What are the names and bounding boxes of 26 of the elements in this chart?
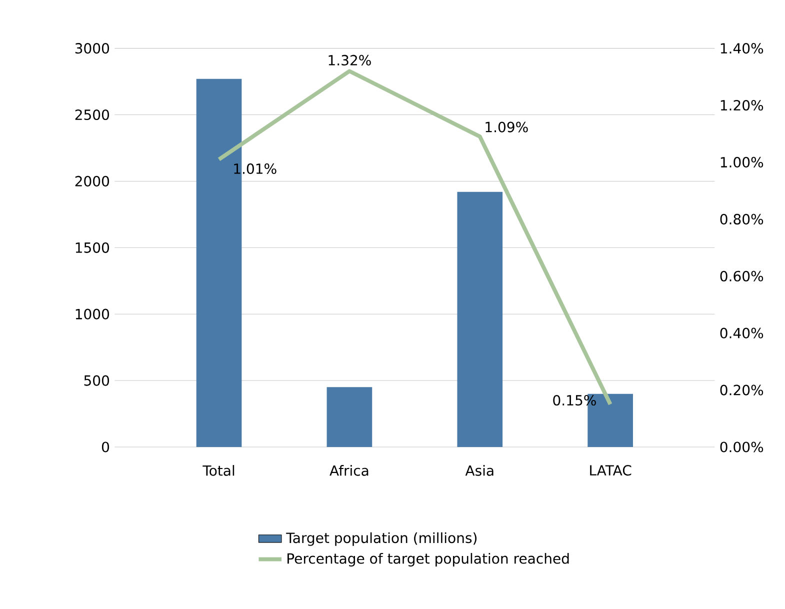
y2-tick-label: 1.20%: [720, 100, 764, 111]
x-tick-label: Total: [202, 465, 234, 476]
y-tick-label: 3000: [75, 43, 110, 54]
line-series: [217, 69, 612, 406]
legend-label: Target population (millions): [286, 532, 477, 546]
y-tick-label: 2500: [75, 109, 110, 120]
y2-tick-label: 1.40%: [720, 43, 764, 54]
x-tick-label: LATAC: [590, 465, 632, 476]
y-tick-label: 0: [102, 442, 110, 452]
y2-tick-label: 0.60%: [720, 270, 764, 282]
x-tick-label: Africa: [330, 465, 368, 476]
y-tick-label: 1500: [76, 242, 110, 253]
y2-tick-label: 1.00%: [720, 156, 764, 168]
y-tick-label: 1000: [76, 308, 110, 320]
data-label: 1.09%: [486, 122, 528, 132]
y-tick-label: 500: [84, 375, 110, 386]
legend-label: Percentage of target population reached: [288, 552, 569, 566]
bar: [457, 192, 503, 447]
x-tick-label: Asia: [465, 465, 494, 476]
y-tick-label: 2000: [75, 176, 110, 186]
y2-tick-label: 0.80%: [720, 214, 764, 224]
y2-tick-label: 0.40%: [720, 328, 764, 338]
bar: [326, 387, 372, 447]
y2-tick-label: 0.00%: [720, 442, 764, 452]
y2-tick-label: 0.20%: [720, 384, 764, 396]
data-label: 1.32%: [328, 54, 371, 66]
